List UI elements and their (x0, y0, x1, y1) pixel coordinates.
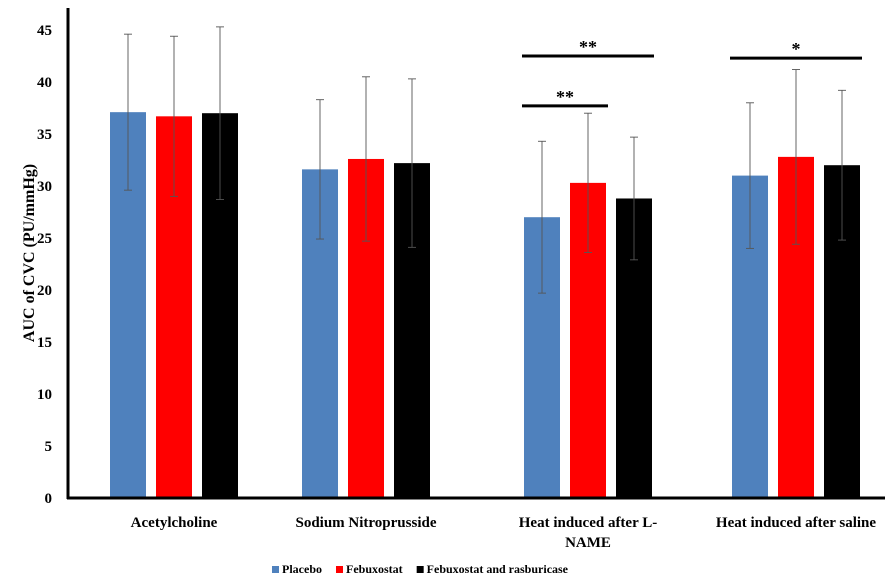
legend-swatch (336, 566, 343, 573)
y-tick-label: 45 (37, 23, 52, 39)
y-tick-label: 10 (37, 387, 52, 403)
y-axis-ticks: 0 5 10 15 20 25 30 35 40 45 (37, 23, 52, 507)
y-tick-label: 5 (45, 439, 53, 455)
significance-group: ***** (522, 37, 862, 108)
significance-label: ** (556, 87, 574, 107)
category-label: Heat induced after saline (716, 515, 876, 531)
legend: Placebo Febuxostat Febuxostat and rasburic… (272, 562, 569, 576)
y-tick-label: 15 (37, 335, 52, 351)
legend-label: Febuxostat and rasburicase (427, 562, 569, 576)
x-axis-categories: Acetylcholine Sodium Nitroprusside Heat in… (131, 515, 877, 551)
y-tick-label: 20 (37, 283, 52, 299)
significance-label: * (792, 39, 801, 59)
y-tick-label: 35 (37, 127, 52, 143)
legend-label: Placebo (282, 562, 322, 576)
legend-swatch (272, 566, 279, 573)
category-label: Sodium Nitroprusside (295, 515, 436, 531)
significance-label: ** (579, 37, 597, 57)
y-axis-title: AUC of CVC (PU/mmHg) (21, 164, 38, 342)
y-tick-label: 40 (37, 75, 52, 91)
legend-label: Febuxostat (346, 562, 403, 576)
y-tick-label: 0 (45, 491, 53, 507)
category-label: Acetylcholine (131, 515, 218, 531)
category-label: NAME (565, 535, 611, 551)
error-bars-group (124, 26, 846, 294)
y-tick-label: 25 (37, 231, 52, 247)
bars-group (110, 112, 860, 499)
y-tick-label: 30 (37, 179, 52, 195)
legend-swatch (416, 566, 424, 573)
category-label: Heat induced after L- (519, 515, 657, 531)
